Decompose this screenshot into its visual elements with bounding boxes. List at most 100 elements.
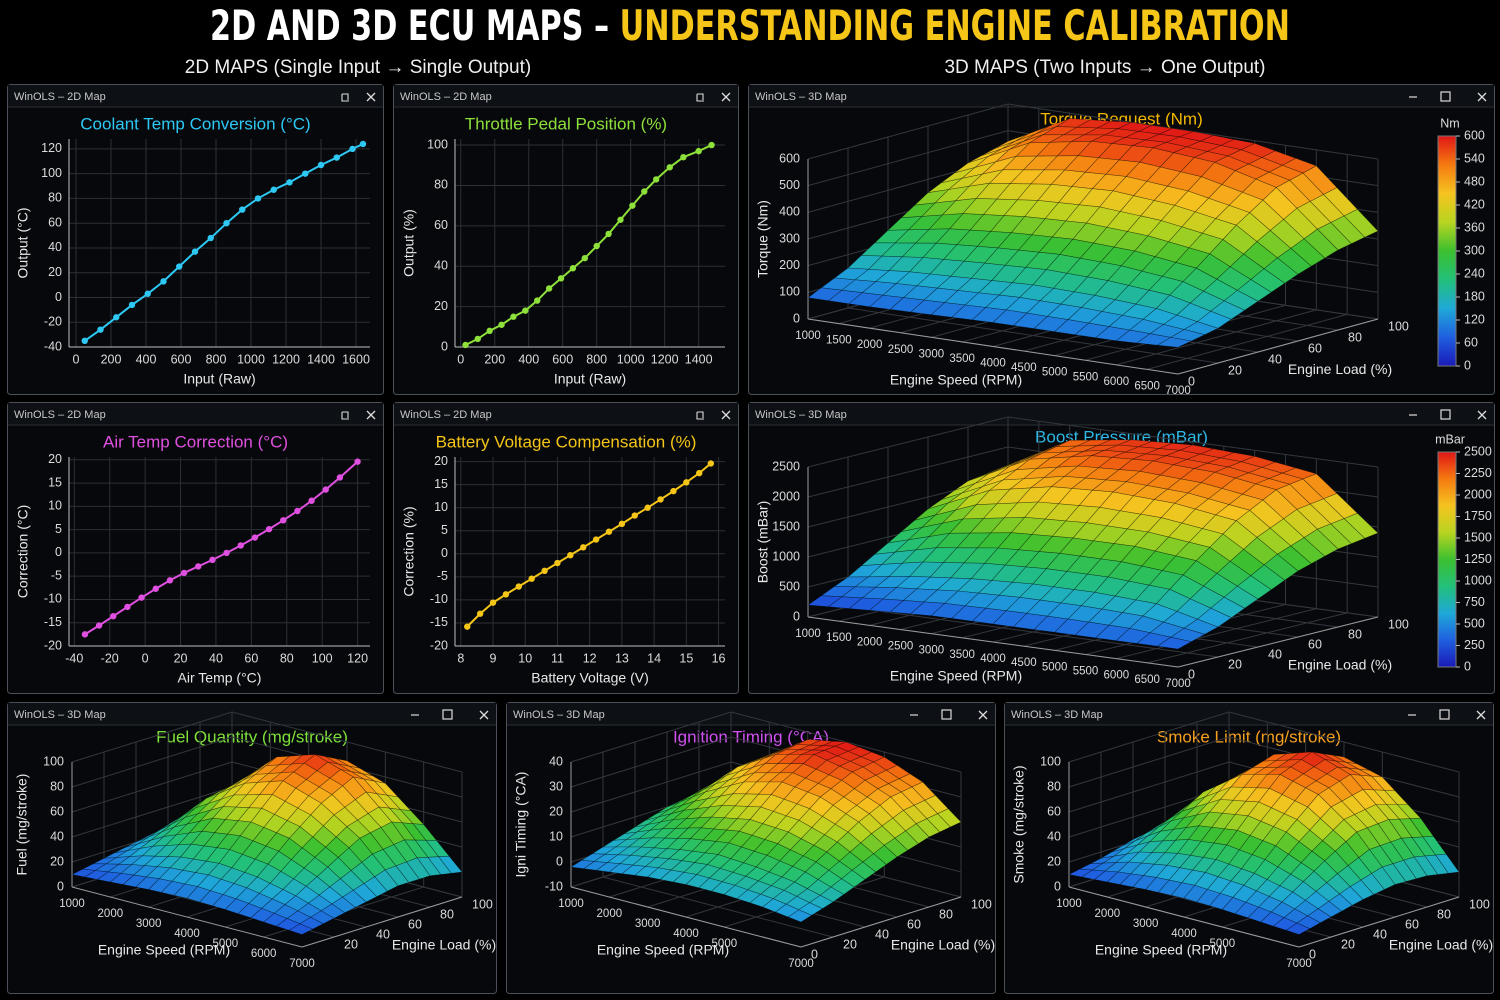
data-point (286, 179, 293, 186)
x-tick-label: 4000 (980, 358, 1006, 370)
close-button[interactable] (721, 410, 731, 420)
map-window: WinOLS – 2D Map Coolant Temp Conversion (… (7, 84, 384, 395)
x-tick-label: 7000 (1286, 958, 1312, 970)
data-point (629, 202, 636, 209)
close-button[interactable] (721, 92, 731, 102)
y-tick-label: -15 (430, 615, 448, 629)
window-frame (7, 84, 384, 395)
x-tick-label: 1200 (272, 352, 300, 366)
data-point (294, 507, 301, 515)
y-tick-label: 100 (971, 897, 992, 911)
y-axis-label: Correction (°C) (15, 505, 31, 599)
data-point (541, 567, 548, 575)
data-point (528, 575, 535, 582)
x-tick-label: 80 (280, 651, 294, 665)
close-button[interactable] (366, 92, 376, 102)
colorbar-tick-label: 60 (1464, 335, 1478, 349)
y-tick-label: 100 (41, 166, 62, 180)
x-tick-label: 600 (171, 352, 192, 366)
surface-cell (363, 876, 388, 897)
x-tick-label: 2500 (888, 641, 914, 653)
colorbar-tick-label: 2500 (1464, 444, 1492, 458)
x-tick-label: 3000 (635, 918, 661, 930)
y-tick-label: 40 (376, 927, 390, 941)
surface-cell (1276, 248, 1312, 275)
data-point (515, 583, 522, 590)
z-tick-label: 0 (556, 854, 563, 868)
expand-button[interactable] (341, 93, 349, 102)
grid-line (71, 736, 233, 788)
data-point (666, 164, 673, 171)
expand-button[interactable] (341, 411, 349, 420)
colorbar-tick-label: 1000 (1464, 573, 1492, 587)
x-axis-label: Engine Speed (RPM) (890, 668, 1022, 684)
colorbar-tick-label: 2250 (1464, 466, 1492, 480)
y-tick-label: 40 (1268, 647, 1282, 661)
data-point (128, 301, 136, 309)
chart-title: Coolant Temp Conversion (°C) (80, 114, 310, 133)
data-point (239, 206, 246, 213)
y-tick-label: 0 (55, 545, 62, 559)
data-point (708, 141, 715, 149)
expand-button[interactable] (696, 411, 704, 420)
x-tick-label: 1000 (558, 898, 584, 910)
z-tick-label: 0 (793, 609, 800, 623)
x-tick-label: 2000 (98, 908, 124, 920)
close-button[interactable] (1476, 710, 1486, 720)
x-tick-label: 200 (101, 352, 122, 366)
maximize-button[interactable] (1439, 709, 1450, 720)
maximize-button[interactable] (941, 709, 952, 720)
x-tick-label: 5000 (213, 938, 239, 950)
close-button[interactable] (978, 710, 988, 720)
z-tick-label: 2000 (772, 489, 800, 503)
x-tick-label: 0 (73, 352, 80, 366)
surface-cell (1156, 337, 1193, 348)
data-point (534, 297, 541, 304)
z-tick-label: 20 (549, 804, 563, 818)
y-tick-label: 15 (48, 475, 62, 489)
z-tick-label: 2500 (772, 459, 800, 473)
z-tick-label: 60 (1047, 804, 1061, 818)
colorbar-tick-label: 250 (1464, 638, 1485, 652)
close-button[interactable] (479, 710, 489, 720)
maximize-button[interactable] (442, 709, 453, 720)
x-axis-label: Air Temp (°C) (178, 670, 262, 686)
close-button[interactable] (1477, 410, 1487, 420)
x-tick-label: 100 (312, 651, 333, 665)
x-tick-label: 400 (518, 352, 539, 366)
x-tick-label: 10 (518, 651, 532, 665)
data-point (680, 153, 687, 161)
y-tick-label: 80 (939, 907, 953, 921)
data-point (270, 186, 277, 193)
window-title: WinOLS – 3D Map (755, 409, 847, 421)
data-point (631, 512, 638, 519)
maximize-button[interactable] (1440, 409, 1451, 420)
z-tick-label: 20 (50, 854, 64, 868)
data-point (359, 140, 367, 148)
surface-cell (288, 923, 314, 935)
title-bar (749, 403, 1494, 425)
data-point (545, 285, 553, 292)
z-tick-label: 60 (50, 804, 64, 818)
expand-button[interactable] (696, 93, 704, 102)
x-tick-label: 120 (347, 651, 368, 665)
grid-line (570, 736, 732, 788)
close-button[interactable] (1477, 92, 1487, 102)
map-window: WinOLS – 2D Map Throttle Pedal Position (… (393, 84, 739, 395)
data-point (317, 161, 325, 169)
y-tick-label: 40 (1268, 352, 1282, 366)
maximize-button[interactable] (1440, 91, 1451, 102)
data-point (336, 474, 344, 481)
data-point (176, 263, 183, 270)
y-axis (1177, 616, 1379, 668)
y-tick-label: 0 (441, 546, 448, 560)
data-point (322, 486, 329, 493)
z-tick-label: 500 (779, 178, 800, 192)
y-tick-label: 100 (1388, 617, 1409, 631)
x-tick-label: 5000 (712, 938, 738, 950)
data-point (81, 631, 89, 638)
x-tick-label: 11 (551, 651, 564, 665)
x-tick-label: 16 (712, 651, 726, 665)
close-button[interactable] (366, 410, 376, 420)
